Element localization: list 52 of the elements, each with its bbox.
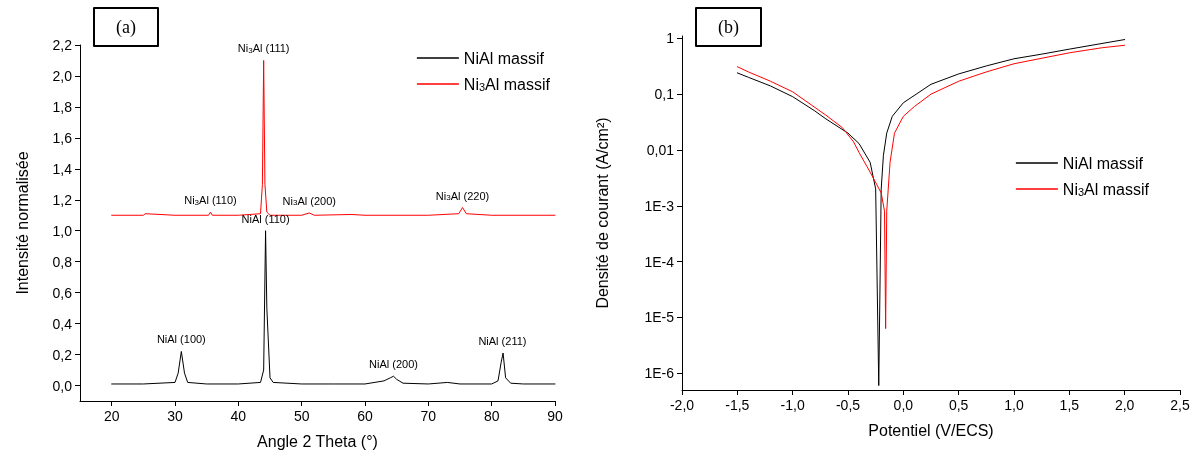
line-series (111, 230, 556, 385)
y-tick-label: 0,4 (52, 315, 73, 332)
y-tick-label: 0,1 (654, 86, 675, 103)
annotation: NiAl (200) (369, 358, 418, 371)
x-tick-label: -0,5 (835, 397, 861, 413)
y-tick-label: 1 (666, 30, 675, 47)
legend-label: Ni3Al massif (463, 75, 551, 93)
x-axis-title: Potentiel (V/ECS) (868, 421, 994, 439)
x-tick-label: 90 (547, 408, 563, 424)
y-tick-label: 0,6 (52, 284, 73, 301)
x-tick-label: 1,5 (1059, 397, 1080, 413)
x-tick-label: 40 (230, 408, 247, 424)
x-tick-label: -1,5 (725, 397, 750, 413)
x-tick-label: -2,0 (669, 397, 695, 413)
y-tick-label: 0,2 (52, 346, 73, 363)
y-tick-label: 1E-5 (644, 309, 675, 326)
x-tick-label: 0,0 (893, 397, 914, 413)
y-tick-label: 1E-6 (644, 365, 675, 382)
legend-label: NiAl massif (463, 49, 545, 67)
x-tick-label: 50 (293, 408, 310, 424)
y-tick-label: 0,8 (52, 253, 73, 270)
x-tick-label: 1,0 (1004, 397, 1024, 413)
annotation: NiAl (100) (156, 333, 206, 346)
y-tick-label: 0,01 (646, 141, 675, 158)
legend-label: Ni3Al massif (1062, 180, 1150, 198)
x-tick-label: 2,0 (1114, 397, 1135, 413)
y-tick-label: 1,4 (52, 160, 73, 177)
y-tick-label: 1,0 (52, 222, 73, 239)
x-tick-label: -1,0 (780, 397, 805, 413)
annotation: NiAl (110) (241, 212, 290, 225)
y-tick-label: 2,2 (52, 37, 73, 53)
y-axis-title: Intensité normalisée (13, 151, 31, 295)
x-tick-label: 60 (357, 408, 373, 424)
y-tick-label: 1,2 (52, 191, 73, 208)
x-tick-label: 70 (420, 408, 437, 424)
y-tick-label: 2,0 (52, 67, 73, 84)
chart-title: (a) (116, 17, 136, 38)
x-tick-label: 20 (103, 408, 120, 424)
y-axis-title: Densité de courant (A/cm²) (593, 117, 611, 309)
x-axis-title: Angle 2 Theta (°) (257, 432, 378, 450)
y-tick-label: 1E-3 (644, 197, 675, 214)
x-tick-label: 0,5 (948, 397, 969, 413)
x-tick-label: 2,5 (1170, 397, 1190, 413)
x-tick-label: 30 (167, 408, 183, 424)
y-tick-label: 0,0 (52, 377, 73, 394)
legend-label: NiAl massif (1062, 154, 1144, 172)
chart-title: (b) (718, 17, 739, 38)
annotation: NiAl (211) (478, 335, 527, 348)
y-tick-label: 1,8 (52, 98, 73, 115)
y-tick-label: 1E-4 (644, 253, 675, 270)
y-tick-label: 1,6 (52, 129, 73, 146)
x-tick-label: 80 (483, 408, 500, 424)
